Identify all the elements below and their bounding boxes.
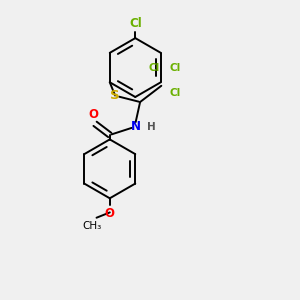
Text: Cl: Cl — [170, 88, 181, 98]
Text: N: N — [131, 120, 141, 133]
Text: S: S — [110, 89, 120, 102]
Text: CH₃: CH₃ — [82, 221, 102, 231]
Text: Cl: Cl — [129, 17, 142, 31]
Text: O: O — [105, 207, 115, 220]
Text: Cl: Cl — [148, 63, 160, 74]
Text: Cl: Cl — [170, 63, 181, 74]
Text: H: H — [147, 122, 156, 132]
Text: O: O — [88, 108, 99, 121]
